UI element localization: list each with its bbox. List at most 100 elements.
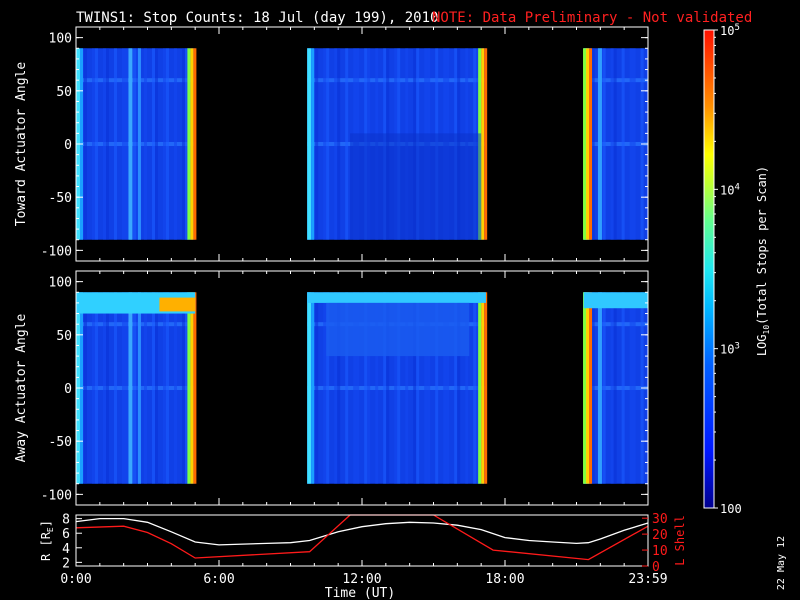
bright-edge-orange bbox=[589, 292, 593, 484]
streak bbox=[632, 292, 636, 484]
y-tick-label: 100 bbox=[49, 32, 72, 47]
left-label-end: ] bbox=[39, 520, 53, 527]
streak bbox=[182, 292, 185, 484]
streak bbox=[174, 292, 177, 484]
streak bbox=[337, 48, 341, 240]
y-tick-label: -100 bbox=[41, 488, 72, 503]
streak bbox=[92, 292, 95, 484]
streak bbox=[323, 48, 327, 240]
bright-edge-green bbox=[478, 292, 482, 484]
bright-edge-orange bbox=[193, 292, 197, 484]
bright-edge-green bbox=[187, 48, 191, 240]
streak bbox=[133, 48, 136, 240]
streak bbox=[427, 292, 431, 484]
upper-band bbox=[583, 292, 648, 309]
toward-actuator-panel: 100 50 0 -50 -100 Toward Actuator Angle bbox=[14, 26, 649, 262]
streak bbox=[334, 292, 338, 484]
x-tick-label: 6:00 bbox=[203, 572, 234, 587]
upper-band bbox=[307, 292, 486, 303]
colorbar-tick-exp: 4 bbox=[734, 182, 739, 192]
streak bbox=[163, 48, 166, 240]
y-axis-label: Toward Actuator Angle bbox=[14, 62, 29, 227]
leading-edge-inner bbox=[311, 48, 315, 240]
streak bbox=[114, 48, 117, 240]
bright-edge-yellow bbox=[190, 48, 194, 240]
streak-bright bbox=[597, 48, 602, 240]
colorbar-tick-base: 100 bbox=[720, 502, 742, 516]
colorbar-frame bbox=[703, 29, 715, 509]
left-tick-label: 4 bbox=[62, 542, 70, 557]
streak bbox=[386, 292, 390, 484]
x-tick-label: 23:59 bbox=[628, 572, 667, 587]
streak bbox=[446, 292, 450, 484]
mid-band bbox=[326, 302, 470, 357]
streak bbox=[435, 292, 439, 484]
lshell-series-line bbox=[75, 514, 649, 561]
lower-shade bbox=[350, 133, 482, 240]
orbit-background bbox=[76, 515, 648, 566]
streak bbox=[353, 292, 357, 484]
bright-edge-green bbox=[583, 292, 587, 484]
streak bbox=[166, 292, 169, 484]
left-label-main: R [R bbox=[39, 531, 53, 561]
right-tick-label: 30 bbox=[652, 512, 668, 527]
data-block bbox=[583, 292, 648, 484]
streak bbox=[405, 292, 409, 484]
streak bbox=[315, 48, 319, 240]
streak-bright bbox=[128, 292, 133, 484]
streak bbox=[185, 48, 188, 240]
streak bbox=[155, 292, 158, 484]
colorbar-label: LOG10(Total Stops per Scan) bbox=[755, 166, 771, 356]
streak bbox=[152, 292, 155, 484]
streak bbox=[610, 48, 614, 240]
y-tick-label: 50 bbox=[56, 85, 72, 100]
leading-edge bbox=[307, 292, 312, 484]
streak bbox=[185, 292, 188, 484]
streak bbox=[315, 292, 319, 484]
colorbar-label-main: LOG bbox=[755, 334, 769, 356]
bright-edge-yellow bbox=[481, 48, 485, 240]
streak bbox=[454, 292, 458, 484]
bright-edge-green bbox=[187, 292, 191, 484]
streak bbox=[136, 48, 139, 240]
streak-bright bbox=[137, 292, 141, 484]
streak bbox=[383, 292, 387, 484]
colorbar-tick-base: 10 bbox=[720, 343, 734, 357]
upper-band-hot bbox=[159, 297, 196, 312]
colorbar-tick-label: 104 bbox=[720, 182, 740, 197]
streak bbox=[166, 48, 169, 240]
bright-edge-orange bbox=[484, 292, 488, 484]
streak bbox=[122, 48, 125, 240]
streak bbox=[133, 292, 136, 484]
streak bbox=[106, 48, 109, 240]
y-tick-label: 0 bbox=[64, 138, 72, 153]
colorbar-tick-label: 100 bbox=[720, 502, 742, 516]
streak bbox=[84, 48, 87, 240]
bright-edge-orange bbox=[193, 48, 197, 240]
streak bbox=[122, 292, 125, 484]
y-tick-label: -100 bbox=[41, 244, 72, 259]
streak bbox=[473, 292, 477, 484]
left-tick-label: 6 bbox=[62, 527, 70, 542]
streak bbox=[182, 48, 185, 240]
streak bbox=[326, 292, 330, 484]
streak bbox=[174, 48, 177, 240]
y-tick-label: 0 bbox=[64, 382, 72, 397]
left-tick-label: 2 bbox=[62, 556, 70, 571]
bright-edge-orange bbox=[484, 48, 488, 240]
streak bbox=[364, 292, 368, 484]
x-tick-label: 12:00 bbox=[342, 572, 381, 587]
streak bbox=[152, 48, 155, 240]
streak bbox=[621, 292, 625, 484]
left-axis-label: R [RE] bbox=[39, 520, 55, 561]
r-series-line bbox=[75, 517, 649, 546]
streak bbox=[144, 48, 147, 240]
streak bbox=[356, 292, 360, 484]
streak bbox=[476, 292, 480, 484]
streak bbox=[443, 292, 447, 484]
y-tick-label: 50 bbox=[56, 329, 72, 344]
streak bbox=[621, 48, 625, 240]
